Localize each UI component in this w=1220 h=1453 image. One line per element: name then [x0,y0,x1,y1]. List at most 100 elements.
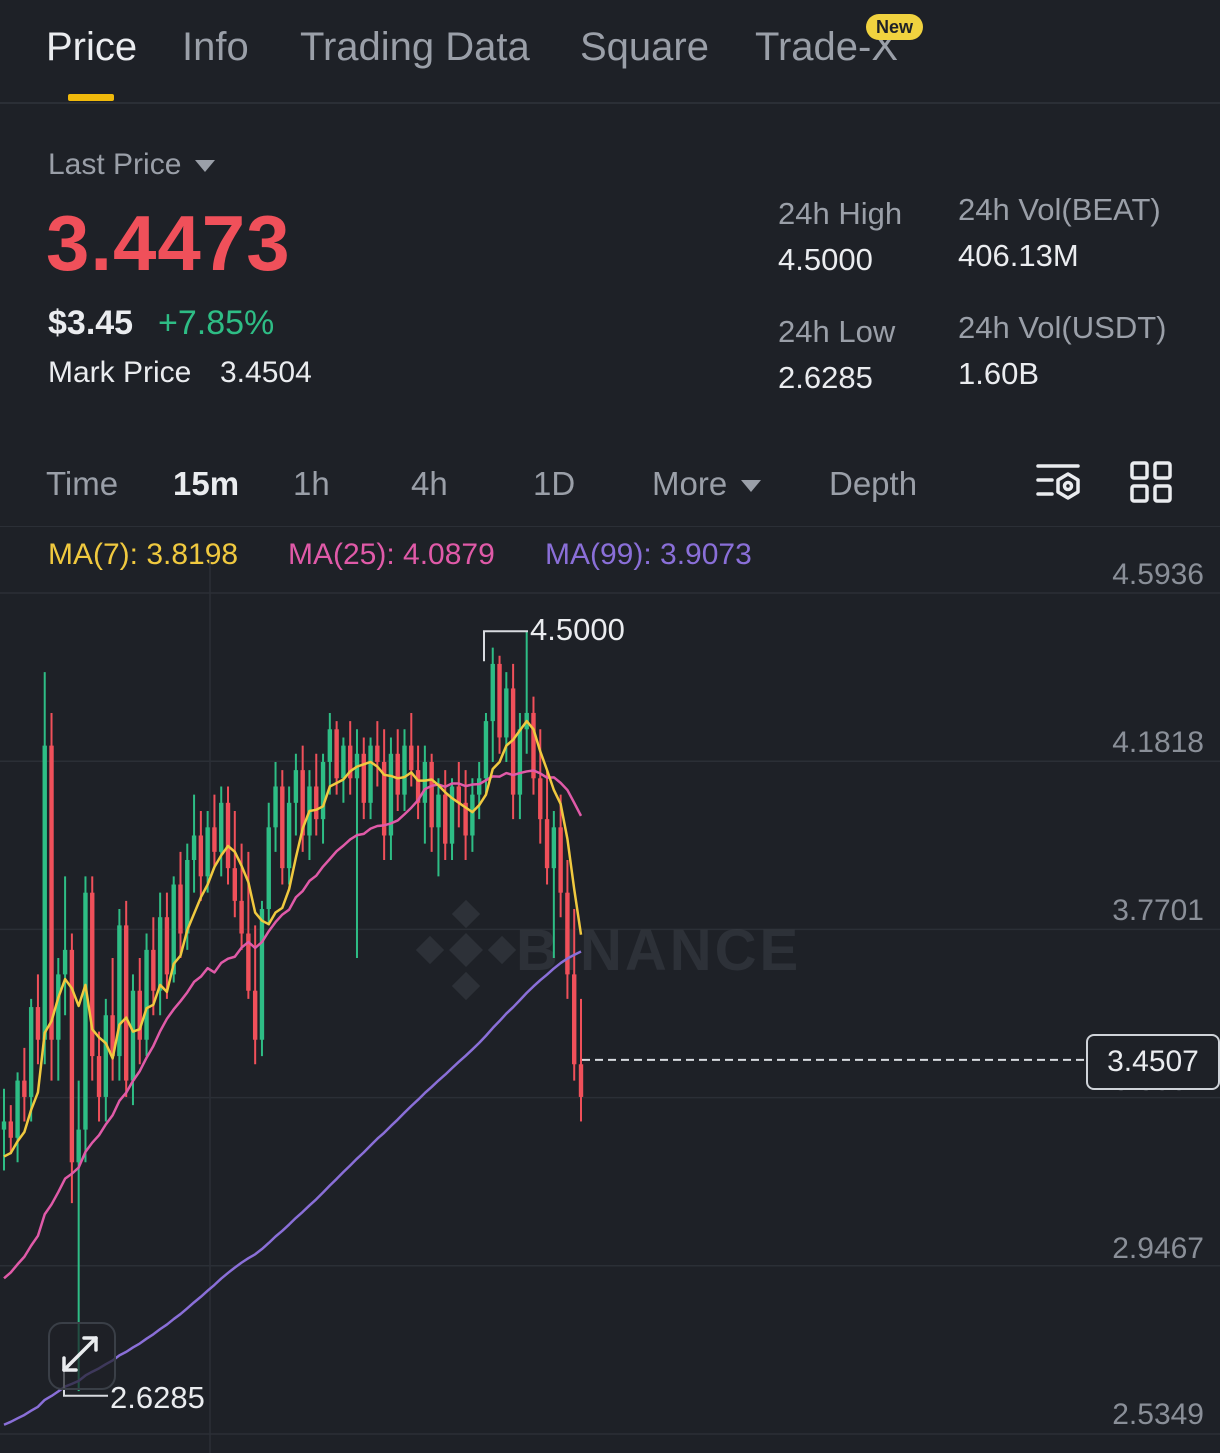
candle-body [28,1007,34,1097]
new-badge: New [866,14,924,40]
candle-body [151,949,156,991]
y-tick-label: 3.7701 [1112,894,1204,927]
candle-body [205,827,210,877]
last-price-label: Last Price [48,148,182,181]
candle-body [144,949,149,1040]
candle-body [327,729,333,762]
candle-body [42,745,47,1040]
candle-body [49,745,54,1040]
tabs-divider [0,102,1220,104]
change-percent: +7.85% [158,304,275,342]
y-tick-label: 4.5936 [1112,558,1204,591]
candle-body [497,663,502,738]
candle-body [123,925,129,1081]
current-price-label: 3.4507 [1086,1034,1220,1090]
candlestick-chart[interactable]: BINANCE [0,560,1220,1453]
candle-body [463,802,468,836]
tab-info[interactable]: Info [182,25,249,69]
ma7-line [3,719,583,1158]
ma25-legend: MA(25): 4.0879 [288,538,495,571]
candle-body [348,745,353,779]
candle-body [22,1080,27,1097]
candle-body [259,909,265,1040]
candle-body [388,753,394,836]
interval-time[interactable]: Time [46,465,119,502]
candle-body [273,786,278,828]
ma7-legend: MA(7): 3.8198 [48,538,239,571]
ma99-legend: MA(99): 3.9073 [545,538,752,571]
tab-price[interactable]: Price [46,25,138,69]
candle-body [69,949,75,1163]
candle-body [90,892,95,1057]
last-price-selector[interactable]: Last Price [48,148,216,182]
interval-1h[interactable]: 1h [293,465,330,502]
candle-body [157,917,163,991]
candle-body [280,786,285,869]
watermark: BINANCE [415,899,801,1001]
mark-price-value: 3.4504 [220,356,312,389]
candle-body [76,1129,81,1163]
24h-vol-quote-value: 1.60B [958,356,1040,391]
candle-body [415,770,421,803]
24h-vol-base-value: 406.13M [958,238,1079,273]
layout-grid-icon[interactable] [1130,461,1172,503]
ma25-line [3,769,583,1280]
candle-body [314,786,319,820]
high-annotation: 4.5000 [530,612,625,647]
active-tab-indicator [68,94,114,101]
candle-body [246,933,251,991]
24h-low-value: 2.6285 [778,360,873,395]
candle-body [1,1121,7,1130]
candle-body [8,1121,13,1138]
candle-body [103,1015,109,1097]
candle-body [572,974,577,1065]
interval-divider [0,526,1220,527]
interval-more-label: More [652,465,728,502]
candle-body [510,688,516,795]
candle-body [185,860,190,934]
candle-body [456,786,462,803]
candle-body [137,990,142,1040]
candle-body [517,729,523,795]
candle-body [504,688,509,738]
candle-body [443,794,448,844]
candle-body [212,827,217,852]
candle-body [15,1080,20,1138]
caret-down-icon [741,480,762,493]
candle-body [320,761,326,820]
interval-15m[interactable]: 15m [173,465,240,502]
candle-body [164,917,170,975]
candle-body [130,990,136,1081]
candle-body [334,729,339,779]
candle-body [558,827,563,893]
candle-body [361,753,366,803]
candle-body [402,745,407,795]
candle-body [96,1056,102,1097]
tab-square[interactable]: Square [580,25,709,69]
indicator-settings-icon[interactable] [1034,460,1082,506]
24h-high-label: 24h High [778,196,903,231]
candle-body [178,884,183,934]
candle-body [436,794,441,828]
candle-body [232,868,237,901]
24h-vol-base-label: 24h Vol(BEAT) [958,192,1161,227]
candle-body [565,892,570,975]
y-tick-label: 2.5349 [1112,1398,1204,1431]
24h-low-label: 24h Low [778,314,896,349]
watermark-text: BINANCE [516,918,801,983]
candle-body [56,974,61,1040]
interval-1d[interactable]: 1D [533,465,576,502]
candle-body [286,802,292,869]
caret-down-icon [195,160,216,173]
candle-body [225,802,231,869]
interval-more[interactable]: More [652,462,762,506]
candle-body [490,663,495,722]
candle-body [578,1064,584,1097]
tab-trading-data[interactable]: Trading Data [300,25,530,69]
candle-body [239,900,244,934]
interval-depth[interactable]: Depth [829,465,918,502]
candle-body [470,794,475,836]
candle-body [62,949,68,975]
interval-4h[interactable]: 4h [411,465,448,502]
expand-chart-button[interactable] [48,1322,116,1390]
